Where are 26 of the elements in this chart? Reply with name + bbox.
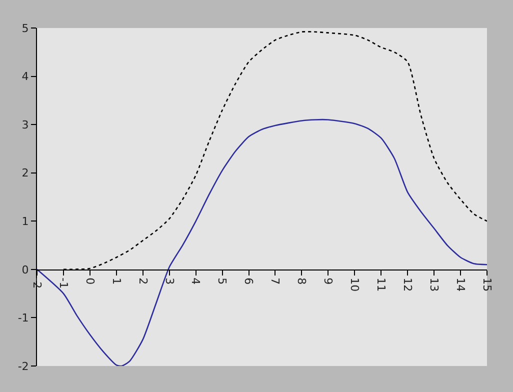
x-tick-label: 9 — [322, 278, 335, 285]
y-tick-label: 1 — [22, 214, 29, 228]
y-tick-label: 4 — [22, 70, 29, 84]
x-tick-label: -1 — [56, 278, 70, 289]
x-tick-label: 7 — [268, 278, 282, 285]
x-tick-label: 10 — [348, 278, 362, 292]
y-tick-label: 2 — [22, 166, 29, 180]
x-tick-label: 13 — [427, 278, 440, 292]
y-tick-label: 0 — [22, 263, 29, 276]
x-tick-label: 11 — [374, 278, 388, 292]
y-tick-label: -2 — [18, 360, 29, 373]
x-tick-label: 1 — [110, 278, 123, 285]
x-tick-label: 15 — [480, 278, 494, 292]
x-tick-label: -2 — [30, 278, 44, 289]
x-tick-label: 5 — [216, 278, 229, 285]
x-tick-label: 4 — [189, 278, 202, 285]
y-tick-label: 5 — [22, 22, 29, 35]
x-tick-label: 2 — [136, 278, 150, 285]
x-tick-label: 8 — [295, 278, 308, 285]
x-tick-label: 12 — [401, 278, 414, 292]
x-tick-label: 0 — [83, 278, 96, 285]
y-tick-label: 3 — [22, 118, 29, 132]
x-tick-label: 6 — [242, 278, 256, 285]
y-tick-label: -1 — [18, 312, 29, 325]
x-tick-label: 14 — [454, 278, 467, 292]
x-tick-label: 3 — [162, 278, 176, 285]
